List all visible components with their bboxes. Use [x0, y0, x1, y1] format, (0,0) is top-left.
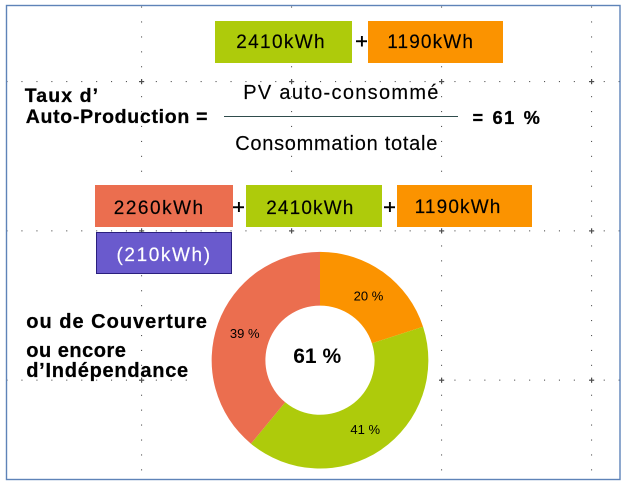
svg-text:61 %: 61 %	[293, 345, 341, 368]
svg-text:39 %: 39 %	[230, 326, 260, 341]
svg-text:41 %: 41 %	[350, 422, 380, 437]
svg-text:20 %: 20 %	[354, 289, 384, 304]
